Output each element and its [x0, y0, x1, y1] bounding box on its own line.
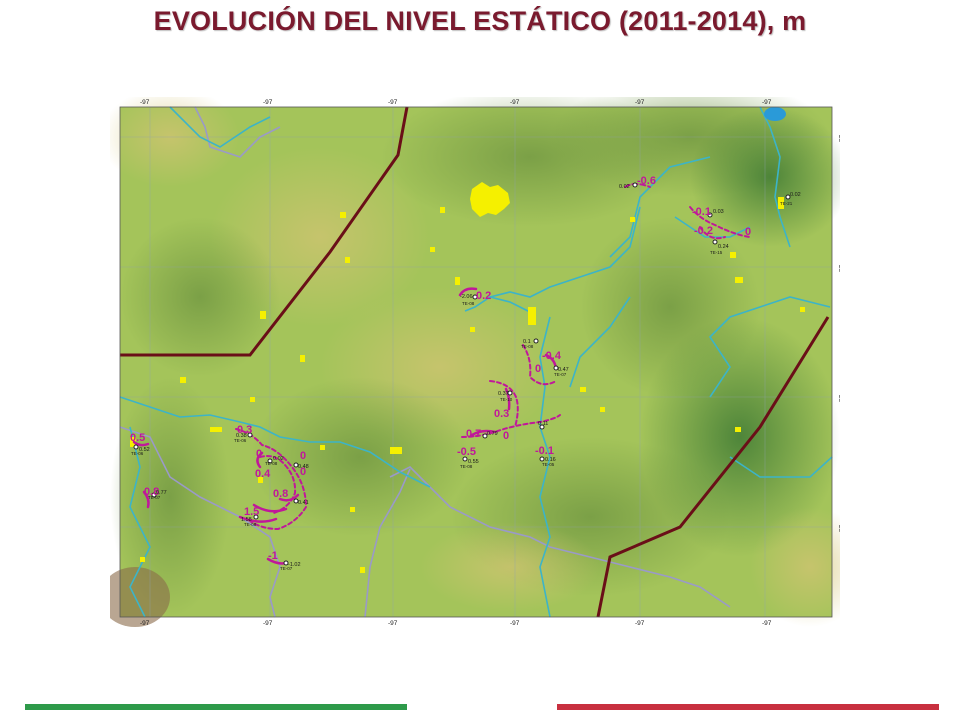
contour-label: -0.1 — [692, 206, 711, 218]
top-tick-label: -97 — [140, 99, 150, 106]
bottom-tick-label: -97 — [635, 620, 645, 627]
contour-label: 0 — [300, 450, 306, 462]
contour-label: 0.8 — [144, 486, 159, 498]
well-label: 0.79 — [487, 431, 498, 437]
well-label: -1.02 — [288, 562, 301, 568]
well-value-labels: 0.02 0.03 0.24 0.02 -2.06 0.1 0.47 0.37 … — [139, 184, 801, 568]
map-border — [119, 106, 833, 618]
well-label: 0.48 — [298, 464, 309, 470]
well-id: TE-21 — [780, 201, 793, 206]
contour-label: 0.4 — [255, 468, 271, 480]
top-tick-label: -97 — [510, 99, 520, 106]
contour-label: 0 — [300, 466, 306, 478]
well-id: TE-07 — [148, 495, 161, 500]
well-id: TE-08 — [244, 522, 257, 527]
well-id: TE-07 — [554, 372, 567, 377]
top-tick-label: -97 — [762, 99, 772, 106]
contour-label: -1 — [268, 550, 278, 562]
bottom-tick-label: -97 — [762, 620, 772, 627]
top-tick-labels: -97 -97 -97 -97 -97 -97 — [140, 99, 772, 106]
well-label: 0.37 — [498, 391, 509, 397]
footer-bar-green — [25, 704, 407, 710]
contour-label: 0 — [745, 226, 751, 238]
top-tick-label: -97 — [263, 99, 273, 106]
well-id: TE-08 — [265, 461, 278, 466]
well-id: TE-06 — [131, 451, 144, 456]
right-tick-label: 20 — [837, 265, 840, 273]
lake — [764, 107, 786, 121]
well-id: TE-06 — [234, 438, 247, 443]
terrain-relief — [110, 97, 840, 627]
bottom-tick-label: -97 — [388, 620, 398, 627]
map-frame[interactable]: -0.6 -0.1 -0.2 0 0.2 -0.4 0 0.3 0.7 0 -0… — [110, 97, 840, 627]
contour-label: 0.2 — [476, 290, 491, 302]
well-markers — [133, 182, 791, 566]
right-tick-labels: 20 20 20 20 — [837, 135, 840, 533]
well-id: TE-08 — [460, 464, 473, 469]
well-label: 0.02 — [273, 456, 284, 462]
contour-label: 0.8 — [273, 488, 288, 500]
well-id: TE-08 — [521, 344, 534, 349]
well-label: 0.02 — [790, 192, 801, 198]
contour-label: 0 — [503, 430, 509, 442]
contour-label: 0 — [535, 363, 541, 375]
footer-bar-red — [557, 704, 939, 710]
well-id: TE-08 — [462, 301, 475, 306]
contour-label: 0 — [256, 448, 262, 460]
right-tick-label: 20 — [837, 525, 840, 533]
slide-title: EVOLUCIÓN DEL NIVEL ESTÁTICO (2011-2014)… — [153, 6, 807, 36]
contour-label: 0.5 — [130, 432, 145, 444]
well-label: 1.58 — [241, 517, 252, 523]
well-label: 0.24 — [718, 244, 729, 250]
well-label: 0.77 — [156, 490, 167, 496]
well-label: 0.03 — [713, 209, 724, 215]
well-id: TE-07 — [280, 566, 293, 571]
well-id: TE-10 — [500, 397, 513, 402]
well-id: TE-05 — [542, 462, 555, 467]
contour-label: 0.3 — [494, 408, 509, 420]
right-tick-label: 20 — [837, 395, 840, 403]
well-label: 0.52 — [139, 447, 150, 453]
contour-label: 0.3 — [237, 424, 252, 436]
well-label: 0.47 — [558, 367, 569, 373]
contour-label: 1.5 — [244, 506, 259, 518]
contour-label: -0.5 — [457, 446, 476, 458]
well-label: 0.55 — [468, 459, 479, 465]
well-label: 0.38 — [236, 433, 247, 439]
well-label: 0.41 — [298, 500, 309, 506]
well-label: 0.16 — [545, 457, 556, 463]
contour-label: -0.4 — [542, 350, 562, 362]
well-label: 0.02 — [619, 184, 630, 190]
graticule — [120, 107, 832, 617]
right-tick-label: 20 — [837, 135, 840, 143]
bottom-tick-labels: -97 -97 -97 -97 -97 -97 — [140, 620, 772, 627]
bottom-tick-label: -97 — [510, 620, 520, 627]
well-id-labels: TE-21 TE-15 TE-08 TE-10 TE-08 TE-07 TE-0… — [131, 201, 793, 571]
urban-areas — [130, 182, 805, 573]
well-id: TE-15 — [710, 250, 723, 255]
well-label: 0.1 — [523, 339, 531, 345]
groundwater-map: -0.6 -0.1 -0.2 0 0.2 -0.4 0 0.3 0.7 0 -0… — [110, 97, 840, 627]
contour-label: 0.7 — [466, 428, 481, 440]
top-tick-label: -97 — [388, 99, 398, 106]
top-tick-label: -97 — [635, 99, 645, 106]
well-label: 0.11 — [538, 421, 548, 427]
aquifer-boundaries — [120, 106, 830, 618]
contour-label: -0.1 — [535, 445, 554, 457]
well-label: -2.06 — [460, 294, 473, 300]
contour-label: -0.6 — [637, 175, 656, 187]
bottom-tick-label: -97 — [140, 620, 150, 627]
bottom-tick-label: -97 — [263, 620, 273, 627]
contour-value-labels: -0.6 -0.1 -0.2 0 0.2 -0.4 0 0.3 0.7 0 -0… — [130, 175, 751, 562]
contour-label: -0.2 — [694, 225, 713, 237]
rivers — [119, 106, 833, 618]
